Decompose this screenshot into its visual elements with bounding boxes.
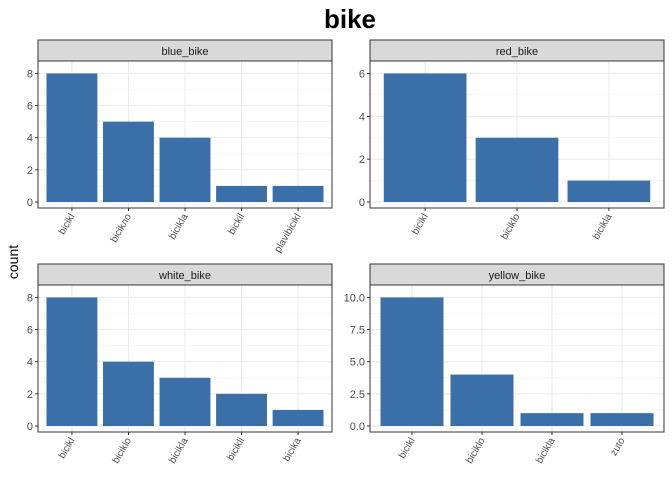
x-tick-label: biciklo [111,436,135,466]
bar-biciklo [450,374,514,426]
panel-yellow_bike: yellow_bike 0.0 2.5 5.0 7.5 10.0 bicikl biciklo… [344,263,665,466]
y-tick-label: 8 [27,68,33,80]
x-tick-label: bicikl [410,212,431,237]
x-tick-label: bicikla [167,436,191,466]
x-tick-label: bicikla [534,436,558,466]
x-tick-label: bicikло [109,212,135,245]
x-tick-label: bicikl [57,436,78,461]
bar-bicikl [46,297,98,426]
y-tick-label: 8 [27,292,33,304]
bar-bicikla [159,377,211,426]
x-tick-label: bicikla [167,212,191,242]
bar-bicikla [159,137,211,202]
bar-bicikl [383,73,467,202]
bar-bicikla [567,180,651,202]
facet-strip-label: yellow_bike [489,270,546,282]
bar-biciklo [475,137,559,202]
x-tick-label: bicikla [591,212,615,242]
bar-bicika [272,409,324,426]
panel-border [369,284,665,433]
y-tick-label: 7.5 [350,325,365,337]
facet-strip-label: red_bike [496,46,538,58]
bar-bicikl [380,297,444,426]
y-tick-label: 5.0 [350,357,365,369]
x-tick-label: zuto [609,436,628,458]
x-tick-label: bicikl [57,212,78,237]
x-tick-label: biciklo [464,436,488,466]
y-tick-label: 0 [359,197,365,209]
facet-panels: blue_bike 0 2 4 6 8 bicikl bicikло bicikla bickil… [27,39,665,466]
y-tick-label: 4 [27,357,33,369]
y-tick-label: 6 [27,325,33,337]
y-tick-label: 6 [359,68,365,80]
bar-bicikло [103,121,154,202]
y-tick-label: 0.0 [350,421,365,433]
bar-bickil [216,185,267,202]
panel-white_bike: white_bike 0 2 4 6 8 bicikl biciklo bicikla bicik… [27,263,333,466]
bar-biciklo [103,361,154,426]
chart-title: bike [324,4,376,34]
y-tick-label: 6 [27,101,33,113]
y-tick-label: 2 [27,165,33,177]
panel-red_bike: red_bike 0 2 4 6 bicikl biciklo bicikla [359,39,665,242]
y-tick-label: 0 [27,421,33,433]
x-tick-label: bicikli [225,436,247,463]
x-tick-label: bickil [226,212,247,237]
facet-strip-label: blue_bike [161,46,208,58]
bar-plavibicikl [272,185,324,202]
x-tick-label: biciklo [499,212,523,242]
facet-strip-label: white_bike [158,270,211,282]
bar-bicikli [216,393,267,426]
y-tick-label: 2 [359,154,365,166]
x-tick-label: bicikl [397,436,418,461]
y-tick-label: 2.5 [350,389,365,401]
panel-blue_bike: blue_bike 0 2 4 6 8 bicikl bicikло bicikla bickil… [27,39,333,255]
y-tick-label: 2 [27,389,33,401]
y-axis-label: count [5,245,21,279]
y-tick-label: 0 [27,197,33,209]
y-tick-label: 4 [359,111,365,123]
x-tick-label: plavibicikl [273,212,304,255]
bar-zuto [590,413,654,426]
bar-bicikla [520,413,584,426]
y-tick-label: 10.0 [344,292,365,304]
bar-bicikl [46,73,98,202]
y-tick-label: 4 [27,133,33,145]
x-tick-label: bicika [281,436,304,464]
